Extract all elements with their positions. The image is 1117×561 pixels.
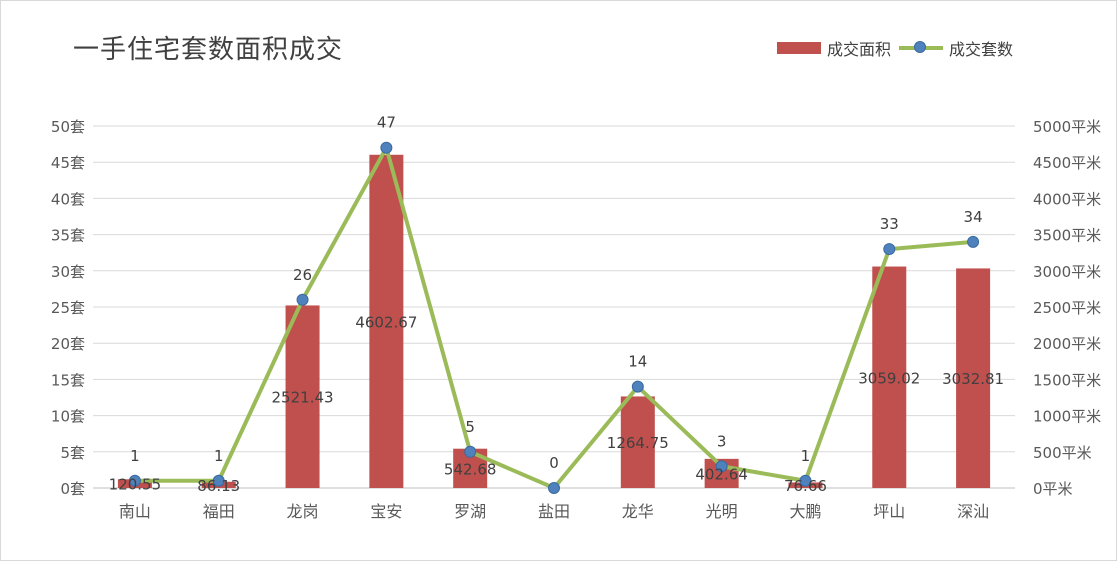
line-data-label: 5 [465, 418, 475, 436]
legend-item-units: 成交套数 [899, 36, 1013, 60]
x-tick-label: 坪山 [873, 502, 905, 521]
bar-data-label: 86.13 [197, 477, 240, 495]
bar-data-label: 4602.67 [355, 313, 417, 331]
bar-data-label: 3059.02 [858, 369, 920, 387]
bar-data-label: 3032.81 [942, 370, 1004, 388]
y-left-tick-label: 40套 [51, 190, 85, 208]
line-data-label: 1 [801, 447, 811, 465]
y-left-tick-label: 50套 [51, 118, 85, 136]
x-tick-label: 宝安 [370, 502, 402, 521]
line-data-label: 0 [549, 454, 559, 472]
y-right-tick-label: 5000平米 [1033, 118, 1101, 136]
x-tick-label: 福田 [203, 502, 235, 521]
y-left-tick-label: 30套 [51, 263, 85, 281]
chart-title: 一手住宅套数面积成交 [73, 35, 344, 65]
y-right-tick-label: 500平米 [1033, 444, 1092, 462]
y-left-tick-label: 45套 [51, 154, 85, 172]
line-marker [631, 380, 644, 393]
y-right-tick-label: 3500平米 [1033, 227, 1101, 245]
x-tick-label: 大鹏 [789, 502, 821, 521]
legend-item-area: 成交面积 [777, 36, 891, 60]
legend-label-area: 成交面积 [827, 40, 892, 59]
line-marker [548, 482, 560, 494]
y-right-tick-label: 2500平米 [1033, 299, 1101, 317]
line-data-label: 47 [377, 114, 396, 132]
line-data-label: 3 [717, 432, 727, 450]
line-data-label: 26 [293, 266, 312, 284]
bar-data-label: 2521.43 [272, 389, 334, 407]
bar [285, 305, 320, 488]
line-marker [380, 141, 393, 154]
bar [620, 396, 655, 488]
bar-data-label: 120.55 [109, 476, 162, 494]
x-tick-label: 罗湖 [454, 502, 486, 521]
line-marker [967, 235, 980, 248]
line-data-label: 14 [628, 353, 647, 371]
line-marker [128, 474, 141, 487]
line-marker [799, 474, 812, 487]
legend-label-units: 成交套数 [949, 40, 1014, 59]
line-marker [296, 293, 309, 306]
x-tick-label: 龙华 [622, 502, 654, 521]
y-right-tick-label: 1000平米 [1033, 408, 1101, 426]
y-right-tick-label: 0平米 [1033, 480, 1073, 498]
x-tick-label: 盐田 [538, 502, 570, 521]
bar-data-label: 402.64 [695, 465, 748, 483]
line-marker [212, 474, 225, 487]
x-tick-label: 深汕 [957, 502, 989, 521]
y-right-tick-label: 2000平米 [1033, 335, 1101, 353]
line-data-label: 33 [880, 215, 899, 233]
x-tick-label: 南山 [119, 502, 151, 521]
bar-data-label: 76.66 [784, 477, 827, 495]
bar [872, 266, 907, 488]
x-tick-label: 龙岗 [287, 502, 319, 521]
chart-legend: 成交面积 成交套数 [777, 37, 1021, 59]
legend-line-swatch [899, 41, 944, 53]
line-marker [715, 460, 728, 473]
bar [956, 268, 991, 488]
line-marker [883, 243, 896, 256]
bar-data-label: 1264.75 [607, 434, 669, 452]
y-right-tick-label: 3000平米 [1033, 263, 1101, 281]
y-left-tick-label: 25套 [51, 299, 85, 317]
y-left-tick-label: 5套 [60, 444, 85, 462]
y-left-tick-label: 10套 [51, 408, 85, 426]
x-tick-label: 光明 [706, 502, 738, 521]
y-left-tick-label: 20套 [51, 335, 85, 353]
line-marker [464, 445, 477, 458]
line-data-label: 1 [130, 447, 140, 465]
y-left-tick-label: 0套 [60, 480, 85, 498]
bar-data-label: 542.68 [444, 460, 497, 478]
y-right-tick-label: 1500平米 [1033, 371, 1101, 389]
y-right-tick-label: 4500平米 [1033, 154, 1101, 172]
y-right-tick-label: 4000平米 [1033, 190, 1101, 208]
legend-bar-swatch [777, 42, 821, 54]
line-data-label: 1 [214, 447, 224, 465]
bar [369, 154, 404, 488]
y-left-tick-label: 35套 [51, 227, 85, 245]
y-left-tick-label: 15套 [51, 371, 85, 389]
line-data-label: 34 [964, 208, 983, 226]
